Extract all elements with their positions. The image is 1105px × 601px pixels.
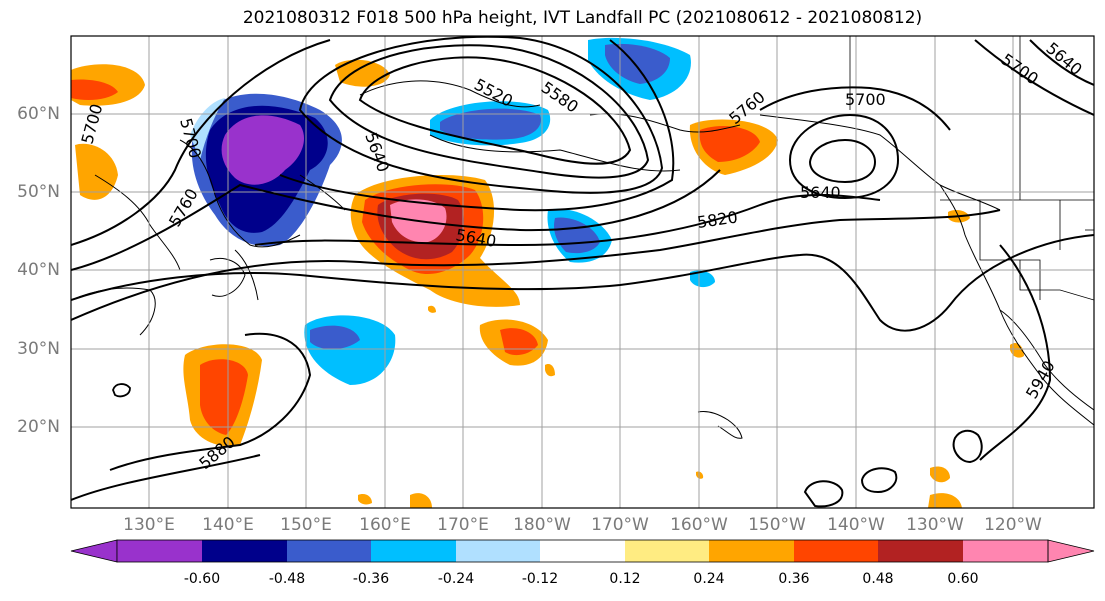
colorbar-segment xyxy=(202,540,287,562)
colorbar-frame xyxy=(116,539,1049,563)
lon-label: 150°W xyxy=(748,515,806,535)
colorbar-tick-label: 0.24 xyxy=(693,571,725,587)
colorbar-tick-label: -0.24 xyxy=(437,571,475,587)
borders xyxy=(849,36,1094,301)
colorbar-segment xyxy=(709,540,794,562)
map-area: 5520 5580 5700 5640 5760 5700 5640 5820 … xyxy=(71,36,1094,508)
lat-label: 50°N xyxy=(17,182,60,202)
lon-label: 130°W xyxy=(906,515,964,535)
lon-label: 140°W xyxy=(827,515,885,535)
map-title: 2021080312 F018 500 hPa height, IVT Land… xyxy=(242,8,923,28)
colorbar-segment xyxy=(456,540,540,562)
lon-label: 160°W xyxy=(670,515,728,535)
colorbar-segment xyxy=(117,540,202,562)
colorbar-segment xyxy=(540,540,625,562)
lat-label: 20°N xyxy=(17,417,60,437)
contour-label: 5700 xyxy=(845,90,886,109)
colorbar-tick-label: 0.48 xyxy=(862,571,894,587)
lon-label: 120°W xyxy=(984,515,1042,535)
contour-label: 5640 xyxy=(361,130,393,175)
lon-label: 170°W xyxy=(591,515,649,535)
lon-label: 130°E xyxy=(123,515,175,535)
colorbar-tick-label: -0.12 xyxy=(521,571,559,587)
lon-label: 170°E xyxy=(437,515,489,535)
lat-label: 60°N xyxy=(17,104,60,124)
map-frame xyxy=(70,35,1095,509)
colorbar-low-triangle xyxy=(70,539,118,563)
lon-label: 160°E xyxy=(359,515,411,535)
colorbar-tick-label: -0.48 xyxy=(268,571,306,587)
contour-label: 5640 xyxy=(1042,39,1085,80)
lon-label: 140°E xyxy=(202,515,254,535)
contour-label: 5700 xyxy=(78,102,107,146)
colorbar-segment xyxy=(963,540,1048,562)
lon-label: 150°E xyxy=(280,515,332,535)
colorbar-tick-label: -0.60 xyxy=(183,571,221,587)
colorbar-segment xyxy=(287,540,371,562)
contour-label: 5940 xyxy=(1022,357,1059,402)
lon-label: 180°W xyxy=(513,515,571,535)
height-contours xyxy=(71,36,1094,508)
colorbar-tick-label: -0.36 xyxy=(352,571,390,587)
colorbar-high-triangle xyxy=(1047,539,1095,563)
colorbar-tick-label: 0.36 xyxy=(778,571,810,587)
lat-label: 40°N xyxy=(17,260,60,280)
colorbar-tick-label: 0.12 xyxy=(609,571,641,587)
contour-label: 5820 xyxy=(696,207,739,231)
colorbar xyxy=(70,539,1095,563)
colorbar-segment xyxy=(794,540,878,562)
colorbar-segment xyxy=(878,540,963,562)
contour-label: 5640 xyxy=(800,183,841,202)
colorbar-segment xyxy=(371,540,456,562)
lat-label: 30°N xyxy=(17,339,60,359)
colorbar-segment xyxy=(625,540,709,562)
colorbar-tick-label: 0.60 xyxy=(947,571,979,587)
